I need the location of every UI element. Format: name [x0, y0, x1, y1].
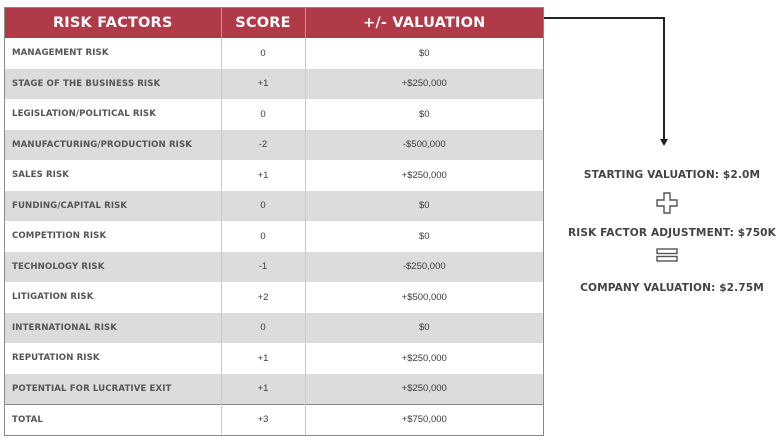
connector-line-horizontal	[544, 17, 665, 19]
valuation-cell: -$500,000	[305, 129, 543, 160]
risk-factor-cell: MANUFACTURING/PRODUCTION RISK	[5, 129, 222, 160]
score-cell: +2	[221, 282, 306, 313]
risk-factor-cell: LEGISLATION/POLITICAL RISK	[5, 99, 222, 130]
valuation-cell: $0	[418, 230, 430, 242]
table-row: LEGISLATION/POLITICAL RISK 0 $0	[5, 99, 543, 130]
risk-factor-cell: STAGE OF THE BUSINESS RISK	[5, 68, 222, 99]
risk-factor-cell: INTERNATIONAL RISK	[5, 312, 222, 343]
risk-factor-cell: COMPETITION RISK	[5, 221, 222, 252]
total-label: TOTAL	[5, 403, 222, 435]
score-cell: 0	[221, 99, 306, 130]
company-valuation: COMPANY VALUATION: $2.75M	[560, 278, 784, 296]
table-header-row: RISK FACTORS SCORE +/- VALUATION	[5, 8, 543, 38]
table-row: STAGE OF THE BUSINESS RISK +1 +$250,000	[5, 68, 543, 99]
valuation-cell: $0	[418, 108, 430, 120]
table-row: TECHNOLOGY RISK -1 -$250,000	[5, 251, 543, 282]
score-cell: +1	[221, 343, 306, 374]
valuation-cell: $0	[305, 190, 543, 221]
valuation-cell: +$500,000	[401, 291, 447, 303]
total-valuation: +$750,000	[305, 403, 543, 435]
header-valuation: +/- VALUATION	[305, 8, 543, 38]
valuation-cell: +$250,000	[305, 68, 543, 99]
table-row: FUNDING/CAPITAL RISK 0 $0	[5, 190, 543, 221]
risk-table: RISK FACTORS SCORE +/- VALUATION MANAGEM…	[5, 8, 543, 435]
plus-icon	[656, 192, 678, 214]
starting-valuation-text: STARTING VALUATION: $2.0M	[583, 169, 761, 181]
equals-icon	[656, 248, 678, 262]
header-risk-factors: RISK FACTORS	[5, 8, 222, 38]
score-cell: +1	[221, 373, 306, 404]
risk-factor-cell: POTENTIAL FOR LUCRATIVE EXIT	[5, 373, 222, 404]
valuation-cell: +$250,000	[401, 352, 447, 364]
table-row: SALES RISK +1 +$250,000	[5, 160, 543, 191]
company-valuation-text: COMPANY VALUATION: $2.75M	[580, 282, 764, 294]
table-row: LITIGATION RISK +2 +$500,000	[5, 282, 543, 313]
score-cell: 0	[221, 221, 306, 252]
score-cell: 0	[221, 312, 306, 343]
table-row: MANUFACTURING/PRODUCTION RISK -2 -$500,0…	[5, 129, 543, 160]
valuation-cell: -$250,000	[305, 251, 543, 282]
risk-factor-cell: REPUTATION RISK	[5, 343, 222, 374]
score-cell: 0	[221, 190, 306, 221]
risk-factor-adjustment-text: RISK FACTOR ADJUSTMENT: $750K	[568, 227, 776, 239]
valuation-cell: +$250,000	[401, 169, 447, 181]
header-score: SCORE	[221, 8, 306, 38]
score-cell: +1	[221, 160, 306, 191]
score-cell: -2	[221, 129, 306, 160]
table-row: INTERNATIONAL RISK 0 $0	[5, 312, 543, 343]
risk-factor-cell: SALES RISK	[5, 160, 222, 191]
risk-factor-cell: TECHNOLOGY RISK	[5, 251, 222, 282]
starting-valuation: STARTING VALUATION: $2.0M	[560, 165, 784, 183]
table-row: REPUTATION RISK +1 +$250,000	[5, 343, 543, 374]
total-row: TOTAL +3 +$750,000	[5, 403, 543, 435]
table-row: MANAGEMENT RISK 0 $0	[5, 38, 543, 69]
risk-factor-cell: FUNDING/CAPITAL RISK	[5, 190, 222, 221]
risk-factor-cell: MANAGEMENT RISK	[5, 38, 222, 69]
risk-factor-adjustment: RISK FACTOR ADJUSTMENT: $750K	[560, 223, 784, 241]
score-cell: +1	[221, 68, 306, 99]
table-row: COMPETITION RISK 0 $0	[5, 221, 543, 252]
risk-factor-table: RISK FACTORS SCORE +/- VALUATION MANAGEM…	[4, 7, 544, 436]
table-row: POTENTIAL FOR LUCRATIVE EXIT +1 +$250,00…	[5, 373, 543, 404]
score-cell: -1	[221, 251, 306, 282]
score-cell: 0	[221, 38, 306, 69]
valuation-cell: +$250,000	[305, 373, 543, 404]
connector-line-vertical	[663, 17, 665, 141]
total-score: +3	[221, 403, 306, 435]
risk-factor-cell: LITIGATION RISK	[5, 282, 222, 313]
arrow-down-icon	[660, 139, 668, 146]
valuation-cell: $0	[418, 47, 430, 59]
valuation-cell: $0	[305, 312, 543, 343]
